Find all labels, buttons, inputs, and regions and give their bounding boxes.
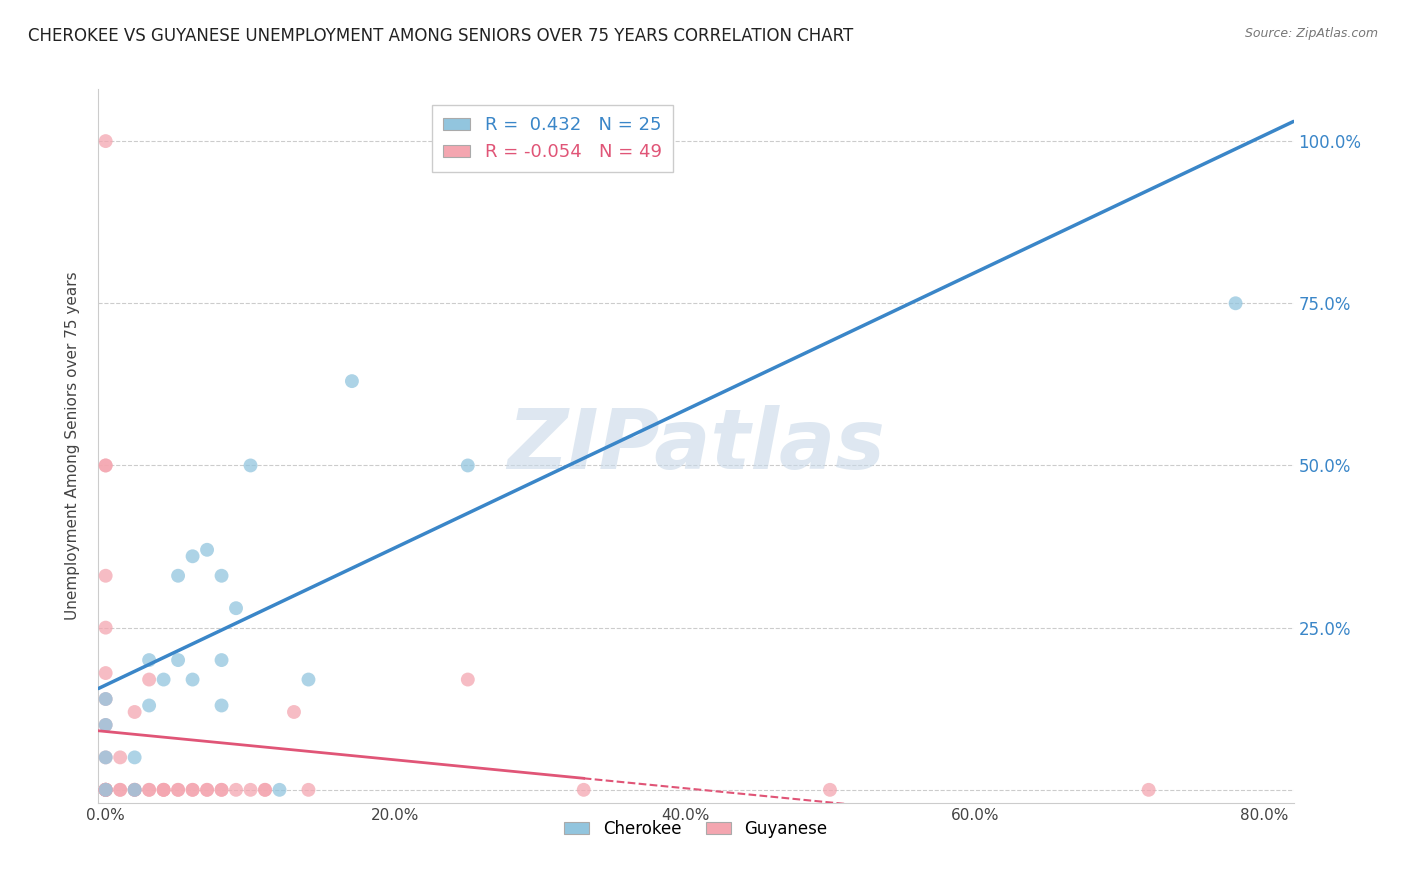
Point [340, 374, 363, 388]
Point [124, 750, 146, 764]
Point [94, 782, 117, 797]
Point [181, 782, 204, 797]
Point [94, 568, 117, 582]
Point [108, 782, 131, 797]
Point [195, 782, 218, 797]
Point [152, 782, 174, 797]
Legend: Cherokee, Guyanese: Cherokee, Guyanese [558, 814, 834, 845]
Point [94, 782, 117, 797]
Point [108, 782, 131, 797]
Point [181, 549, 204, 564]
Point [1225, 296, 1247, 310]
Point [457, 673, 479, 687]
Point [457, 134, 479, 148]
Point [283, 705, 305, 719]
Point [297, 673, 319, 687]
Point [94, 666, 117, 681]
Point [94, 458, 117, 473]
Point [818, 782, 841, 797]
Point [94, 782, 117, 797]
Point [211, 568, 233, 582]
Text: Source: ZipAtlas.com: Source: ZipAtlas.com [1244, 27, 1378, 40]
Point [94, 782, 117, 797]
Point [211, 782, 233, 797]
Point [94, 782, 117, 797]
Point [239, 458, 262, 473]
Point [94, 621, 117, 635]
Point [94, 458, 117, 473]
Point [211, 653, 233, 667]
Point [195, 542, 218, 557]
Point [124, 782, 146, 797]
Point [181, 782, 204, 797]
Point [94, 750, 117, 764]
Point [1137, 782, 1160, 797]
Point [94, 782, 117, 797]
Point [138, 782, 160, 797]
Point [269, 782, 291, 797]
Point [94, 718, 117, 732]
Point [108, 750, 131, 764]
Point [94, 718, 117, 732]
Point [94, 750, 117, 764]
Point [152, 782, 174, 797]
Point [138, 673, 160, 687]
Point [94, 782, 117, 797]
Point [211, 782, 233, 797]
Point [94, 782, 117, 797]
Point [138, 653, 160, 667]
Point [572, 782, 595, 797]
Point [457, 458, 479, 473]
Point [94, 782, 117, 797]
Point [138, 698, 160, 713]
Point [167, 568, 190, 582]
Point [225, 601, 247, 615]
Point [94, 782, 117, 797]
Point [124, 782, 146, 797]
Point [94, 692, 117, 706]
Point [167, 782, 190, 797]
Text: ZIPatlas: ZIPatlas [508, 406, 884, 486]
Point [297, 782, 319, 797]
Point [124, 782, 146, 797]
Point [225, 782, 247, 797]
Text: CHEROKEE VS GUYANESE UNEMPLOYMENT AMONG SENIORS OVER 75 YEARS CORRELATION CHART: CHEROKEE VS GUYANESE UNEMPLOYMENT AMONG … [28, 27, 853, 45]
Point [253, 782, 276, 797]
Point [152, 673, 174, 687]
Point [94, 134, 117, 148]
Point [253, 782, 276, 797]
Point [152, 782, 174, 797]
Point [167, 782, 190, 797]
Point [124, 705, 146, 719]
Point [94, 692, 117, 706]
Point [211, 698, 233, 713]
Y-axis label: Unemployment Among Seniors over 75 years: Unemployment Among Seniors over 75 years [65, 272, 80, 620]
Point [195, 782, 218, 797]
Point [181, 673, 204, 687]
Point [239, 782, 262, 797]
Point [124, 782, 146, 797]
Point [138, 782, 160, 797]
Point [167, 653, 190, 667]
